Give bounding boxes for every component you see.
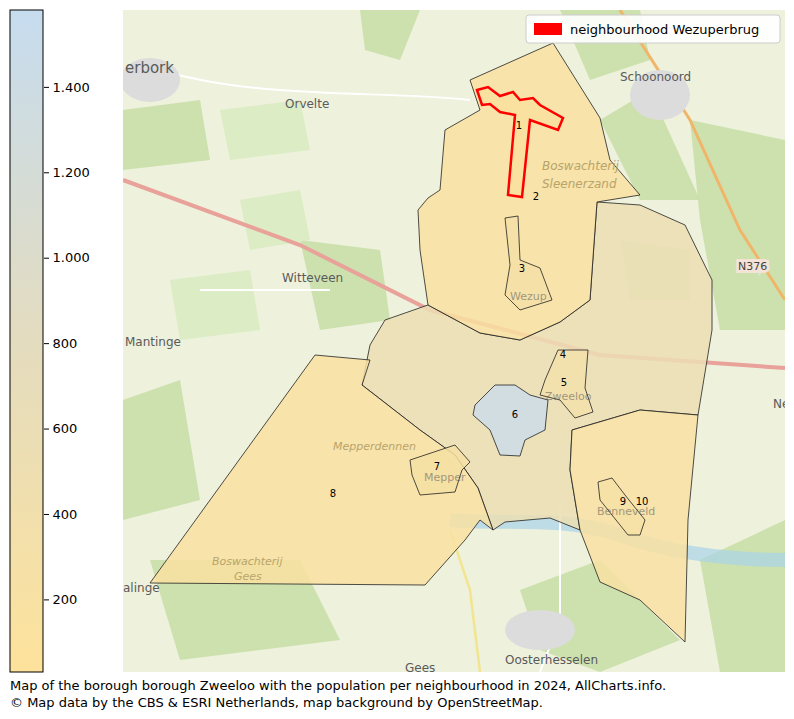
svg-text:4: 4 xyxy=(560,349,566,360)
svg-text:neighbourhood Wezuperbrug: neighbourhood Wezuperbrug xyxy=(570,22,759,37)
svg-text:Gees: Gees xyxy=(405,661,435,672)
svg-text:Boswachterij: Boswachterij xyxy=(212,555,283,568)
svg-text:Orvelte: Orvelte xyxy=(285,97,329,111)
svg-text:2: 2 xyxy=(533,191,539,202)
svg-text:Sleenerzand: Sleenerzand xyxy=(542,177,617,191)
svg-text:1: 1 xyxy=(516,120,522,131)
html-text:© Map data by the CBS & ESRI N: © Map data by the CBS & ESRI Netherlands… xyxy=(10,695,543,710)
svg-text:1.200: 1.200 xyxy=(53,165,90,180)
svg-text:Ne: Ne xyxy=(773,397,785,411)
svg-text:N376: N376 xyxy=(738,260,767,273)
svg-text:600: 600 xyxy=(53,421,78,436)
svg-text:200: 200 xyxy=(53,592,78,607)
svg-text:alinge: alinge xyxy=(123,581,160,595)
html-text:Map of the borough borough Zwe: Map of the borough borough Zweeloo with … xyxy=(10,678,667,693)
svg-text:800: 800 xyxy=(53,336,78,351)
svg-text:1.000: 1.000 xyxy=(53,250,90,265)
svg-text:Mepperdennen: Mepperdennen xyxy=(333,440,416,453)
svg-text:Boswachterij: Boswachterij xyxy=(542,159,620,173)
svg-text:9: 9 xyxy=(620,496,626,507)
svg-text:erbork: erbork xyxy=(125,59,174,77)
svg-text:Witteveen: Witteveen xyxy=(282,271,343,285)
svg-text:Mantinge: Mantinge xyxy=(125,335,181,349)
svg-text:Benneveld: Benneveld xyxy=(597,505,656,518)
svg-text:10: 10 xyxy=(636,496,649,507)
svg-text:6: 6 xyxy=(512,409,518,420)
svg-text:1.400: 1.400 xyxy=(53,80,90,95)
svg-text:Gees: Gees xyxy=(234,570,262,583)
svg-text:Mepper: Mepper xyxy=(424,471,466,484)
svg-text:7: 7 xyxy=(434,461,440,472)
svg-text:Wezup: Wezup xyxy=(510,290,547,303)
svg-text:3: 3 xyxy=(519,263,525,274)
svg-text:5: 5 xyxy=(561,377,567,388)
svg-text:Oosterhesselen: Oosterhesselen xyxy=(505,653,598,667)
svg-text:Schoonoord: Schoonoord xyxy=(620,70,691,84)
svg-text:8: 8 xyxy=(330,488,336,499)
svg-text:Zweeloo: Zweeloo xyxy=(545,390,592,403)
svg-text:400: 400 xyxy=(53,507,78,522)
